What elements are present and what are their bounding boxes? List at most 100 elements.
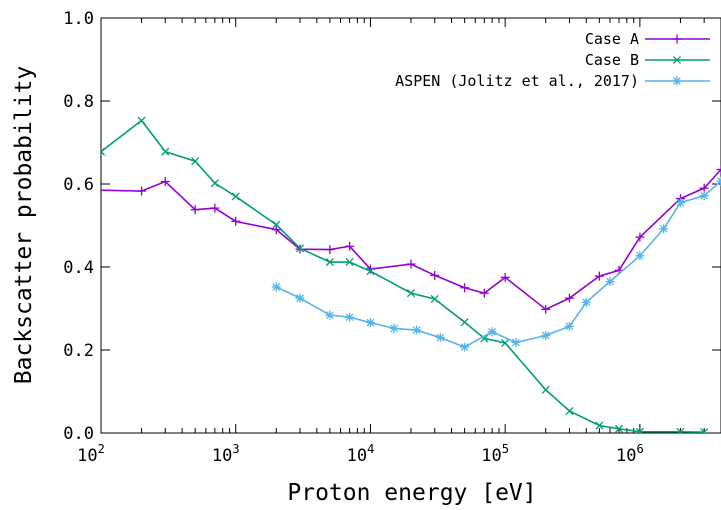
data-point — [406, 259, 416, 269]
data-point — [541, 330, 551, 340]
data-point — [137, 186, 147, 196]
data-point — [161, 147, 170, 156]
data-point — [541, 304, 551, 314]
x-tick-base: 10 — [212, 446, 232, 466]
x-tick-label: 105 — [481, 442, 509, 466]
data-point — [191, 157, 200, 166]
data-point — [231, 216, 241, 226]
data-point — [295, 293, 305, 303]
data-point — [659, 224, 669, 234]
y-tick-label: 1.0 — [63, 9, 94, 29]
x-tick-exponent: 4 — [367, 442, 374, 456]
data-point — [581, 297, 591, 307]
data-point — [594, 271, 604, 281]
data-point — [635, 251, 645, 261]
data-point — [210, 203, 220, 213]
data-point — [389, 323, 399, 333]
data-point — [271, 282, 281, 292]
y-tick-label: 0.6 — [63, 175, 94, 195]
data-point — [487, 327, 497, 337]
data-point — [430, 294, 439, 304]
data-point — [435, 333, 445, 343]
data-point — [511, 338, 521, 348]
legend-marker — [672, 76, 682, 86]
x-tick-exponent: 6 — [637, 442, 644, 456]
data-point — [699, 191, 709, 201]
data-point — [231, 192, 240, 201]
data-point — [366, 267, 375, 276]
data-point — [700, 428, 709, 433]
data-point — [460, 318, 469, 327]
legend-label: ASPEN (Jolitz et al., 2017) — [395, 72, 639, 90]
data-point — [480, 334, 489, 343]
data-point — [565, 406, 574, 416]
data-point — [345, 241, 355, 251]
data-point — [460, 283, 470, 293]
data-point — [500, 272, 510, 282]
x-tick-base: 10 — [77, 446, 97, 466]
data-point — [365, 318, 375, 328]
series-0 — [101, 164, 721, 314]
data-point — [564, 321, 574, 331]
x-tick-label: 103 — [212, 442, 240, 466]
data-point — [614, 424, 624, 433]
data-point — [325, 310, 335, 320]
x-tick-label: 106 — [616, 442, 644, 466]
series-line — [275, 180, 721, 348]
legend-marker — [672, 55, 682, 65]
data-point — [295, 244, 305, 253]
x-tick-exponent: 2 — [98, 442, 105, 456]
data-point — [430, 270, 440, 280]
x-tick-label: 104 — [347, 442, 375, 466]
data-point — [716, 176, 721, 186]
legend-entry: ASPEN (Jolitz et al., 2017) — [395, 72, 710, 90]
data-point — [160, 177, 170, 187]
data-point — [635, 427, 644, 433]
x-tick-base: 10 — [347, 446, 367, 466]
data-point — [564, 293, 574, 303]
data-point — [137, 116, 146, 125]
data-point — [716, 164, 721, 174]
data-point — [345, 257, 354, 267]
y-tick-label: 0.4 — [63, 258, 94, 278]
y-tick-label: 0.2 — [63, 341, 94, 361]
series-line — [101, 119, 705, 433]
series-line — [101, 168, 721, 311]
data-point — [675, 198, 685, 208]
data-point — [501, 338, 510, 348]
data-point — [460, 342, 470, 352]
series-2 — [271, 176, 721, 352]
data-point — [635, 232, 645, 242]
data-point — [541, 385, 550, 394]
x-tick-base: 10 — [481, 446, 501, 466]
x-tick-base: 10 — [616, 446, 636, 466]
legend: Case A Case B ASPEN (Jolitz et al., 2017) — [395, 30, 710, 90]
data-point — [101, 147, 106, 156]
x-axis-title: Proton energy [eV] — [287, 480, 536, 506]
y-tick-label: 0.8 — [63, 92, 94, 112]
data-point — [190, 205, 200, 215]
data-point — [271, 225, 281, 235]
data-point — [345, 312, 355, 322]
x-tick-label: 102 — [77, 442, 105, 466]
data-point — [605, 277, 615, 287]
data-point — [676, 427, 685, 433]
data-point — [210, 179, 219, 188]
data-point — [412, 325, 422, 335]
legend-label: Case B — [585, 51, 639, 69]
data-point — [595, 421, 604, 430]
x-tick-exponent: 3 — [232, 442, 239, 456]
legend-entry: Case A — [585, 30, 710, 48]
data-point — [406, 289, 416, 298]
y-tick-label: 0.0 — [63, 424, 94, 444]
series-layer — [101, 116, 721, 433]
data-point — [101, 185, 106, 195]
series-1 — [101, 116, 709, 433]
legend-label: Case A — [585, 30, 639, 48]
x-tick-exponent: 5 — [502, 442, 509, 456]
data-point — [325, 245, 335, 255]
legend-marker — [672, 34, 682, 44]
data-point — [272, 220, 281, 229]
